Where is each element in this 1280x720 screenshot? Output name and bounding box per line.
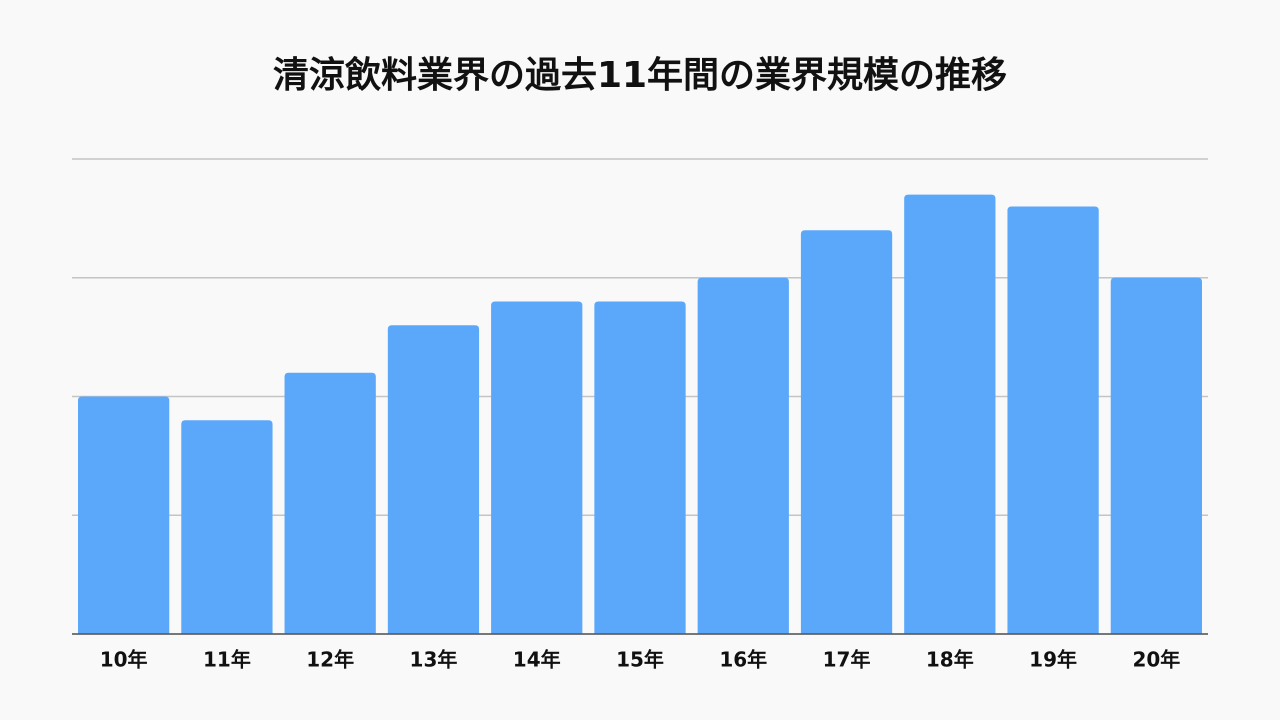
bar xyxy=(387,325,480,634)
x-tick-label: 13年 xyxy=(410,648,458,672)
x-tick-label: 19年 xyxy=(1029,648,1077,672)
x-tick-label: 17年 xyxy=(823,648,871,672)
x-tick-label: 20年 xyxy=(1132,648,1180,672)
x-tick-label: 14年 xyxy=(513,648,561,672)
bar xyxy=(491,301,583,634)
x-tick-label: 18年 xyxy=(926,648,974,672)
x-tick-label: 15年 xyxy=(616,648,664,672)
x-tick-label: 10年 xyxy=(100,648,148,672)
bar xyxy=(594,301,686,634)
bar xyxy=(904,194,996,634)
x-tick-label: 12年 xyxy=(306,648,354,672)
chart-title: 清涼飲料業界の過去11年間の業界規模の推移 xyxy=(273,55,1007,96)
bar xyxy=(697,277,789,634)
bar xyxy=(78,396,170,634)
x-tick-label: 11年 xyxy=(203,648,251,672)
bar xyxy=(1007,206,1099,634)
bar xyxy=(181,420,273,634)
bar xyxy=(284,372,376,634)
bar xyxy=(800,230,893,634)
x-tick-label: 16年 xyxy=(719,648,767,672)
bar xyxy=(1110,277,1202,634)
